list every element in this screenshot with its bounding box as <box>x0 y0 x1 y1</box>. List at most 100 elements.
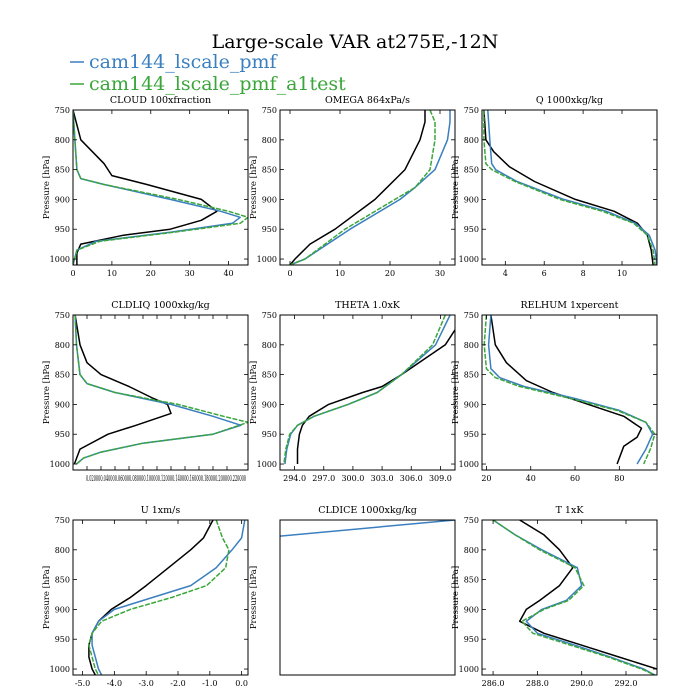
y-tick-label: 900 <box>262 400 277 409</box>
panel-cloud: CLOUD 100xfraction Pressure [hPa] 750 800 85… <box>42 95 249 278</box>
y-tick-label: 850 <box>262 371 277 380</box>
figure-title: Large-scale VAR at275E,-12N <box>212 31 499 53</box>
legend-label-2: cam144_lscale_pmf_a1test <box>89 73 346 95</box>
plot-frame <box>279 109 456 266</box>
series-line-cam144_lscale_pmf <box>280 520 455 537</box>
panel-title: CLOUD 100xfraction <box>110 95 211 106</box>
series-line-cam144_lscale_pmf_a1test <box>483 110 656 265</box>
x-tick-label: 20 <box>146 269 156 278</box>
y-axis-label: Pressure [hPa] <box>42 566 52 629</box>
panel-title: RELHUM 1xpercent <box>521 300 619 311</box>
y-tick-label: 850 <box>55 371 70 380</box>
y-tick-label: 900 <box>464 195 479 204</box>
x-tick-label: 10 <box>107 269 117 278</box>
y-tick-label: 850 <box>55 576 70 585</box>
y-tick-label: 900 <box>55 605 70 614</box>
x-tick-label: 290.0 <box>570 679 593 688</box>
y-axis-label: Pressure [hPa] <box>451 361 461 424</box>
x-tick-label: 303.0 <box>371 474 394 483</box>
y-tick-label: 800 <box>55 341 70 350</box>
y-tick-label: 800 <box>55 136 70 145</box>
plot-frame <box>72 314 249 471</box>
x-tick-label: 0.0 <box>235 679 248 688</box>
y-axis-label: Pressure [hPa] <box>249 361 259 424</box>
series-line-cam144_lscale_pmf <box>487 110 657 265</box>
y-tick-label: 800 <box>464 341 479 350</box>
plot-frame <box>279 519 456 676</box>
y-axis-label: Pressure [hPa] <box>249 156 259 219</box>
x-tick-label: 294.0 <box>283 474 306 483</box>
x-tick-label: 60 <box>570 474 580 483</box>
panel-title: CLDLIQ 1000xkg/kg <box>111 300 209 311</box>
legend: cam144_lscale_pmf cam144_lscale_pmf_a1te… <box>70 51 346 95</box>
y-tick-label: 950 <box>464 225 479 234</box>
panel-title: T 1xK <box>556 505 585 516</box>
y-tick-label: 1000 <box>50 665 70 674</box>
x-tick-label: 292.0 <box>615 679 638 688</box>
y-tick-label: 750 <box>262 311 277 320</box>
y-tick-label: 750 <box>262 106 277 115</box>
series-group <box>283 315 455 465</box>
y-tick-label: 750 <box>464 516 479 525</box>
y-tick-label: 850 <box>262 166 277 175</box>
plot-frame <box>481 314 658 471</box>
series-group <box>289 110 451 265</box>
y-tick-label: 750 <box>55 311 70 320</box>
x-tick-label: 286.0 <box>482 679 505 688</box>
y-tick-label: 850 <box>464 371 479 380</box>
series-group <box>483 315 656 465</box>
x-tick-label: 20 <box>481 474 491 483</box>
plot-frame <box>481 109 658 266</box>
y-tick-label: 800 <box>464 136 479 145</box>
plot-frame <box>72 519 249 676</box>
y-axis-label: Pressure [hPa] <box>451 566 461 629</box>
x-tick-label: -1.0 <box>202 679 217 688</box>
series-group <box>483 110 657 265</box>
series-line-cam144_lscale_pmf <box>487 315 654 465</box>
series-line-cam144_lscale_pmf_a1test <box>74 315 248 465</box>
y-tick-label: 850 <box>464 576 479 585</box>
series-group <box>88 520 246 675</box>
x-tick-label: 0.020000.040000.060000.080000.100000.120… <box>86 474 246 483</box>
y-tick-label: 800 <box>464 546 479 555</box>
y-tick-label: 950 <box>55 635 70 644</box>
y-tick-label: 800 <box>262 136 277 145</box>
x-tick-label: 80 <box>614 474 624 483</box>
panel-title: U 1xm/s <box>141 505 181 516</box>
x-tick-label: 20 <box>385 269 395 278</box>
y-tick-label: 900 <box>55 195 70 204</box>
x-tick-label: 0 <box>70 269 75 278</box>
x-tick-label: 6 <box>542 269 547 278</box>
x-tick-label: 40 <box>526 474 536 483</box>
series-group <box>73 315 248 465</box>
y-tick-label: 900 <box>262 195 277 204</box>
x-tick-label: 0 <box>287 269 292 278</box>
x-tick-label: 40 <box>223 269 233 278</box>
series-line-reference <box>518 520 657 670</box>
plot-frame <box>279 314 456 471</box>
y-tick-label: 850 <box>55 166 70 175</box>
series-line-cam144_lscale_pmf <box>91 520 246 675</box>
y-tick-label: 950 <box>262 430 277 439</box>
y-tick-label: 900 <box>464 400 479 409</box>
series-line-cam144_lscale_pmf <box>289 110 451 265</box>
panel-relhum: RELHUM 1xpercent Pressure [hPa] 750 800 850 9… <box>451 300 658 483</box>
panel-cldice: CLDICE 1000xkg/kg Pressure [hPa] <box>249 505 456 676</box>
y-tick-label: 1000 <box>459 460 479 469</box>
y-tick-label: 750 <box>464 311 479 320</box>
x-tick-label: 4 <box>503 269 508 278</box>
y-tick-label: 850 <box>464 166 479 175</box>
x-tick-label: 309.0 <box>429 474 452 483</box>
series-line-cam144_lscale_pmf <box>492 520 656 675</box>
series-line-cam144_lscale_pmf_a1test <box>492 520 656 675</box>
y-tick-label: 950 <box>55 430 70 439</box>
series-line-cam144_lscale_pmf_a1test <box>88 520 230 675</box>
x-tick-label: 30 <box>185 269 195 278</box>
x-tick-label: -4.0 <box>107 679 122 688</box>
panel-title: Q 1000xkg/kg <box>536 95 603 106</box>
panel-u: U 1xm/s Pressure [hPa] 750 800 850 900 950 1000… <box>42 505 249 688</box>
series-line-reference <box>296 329 455 464</box>
